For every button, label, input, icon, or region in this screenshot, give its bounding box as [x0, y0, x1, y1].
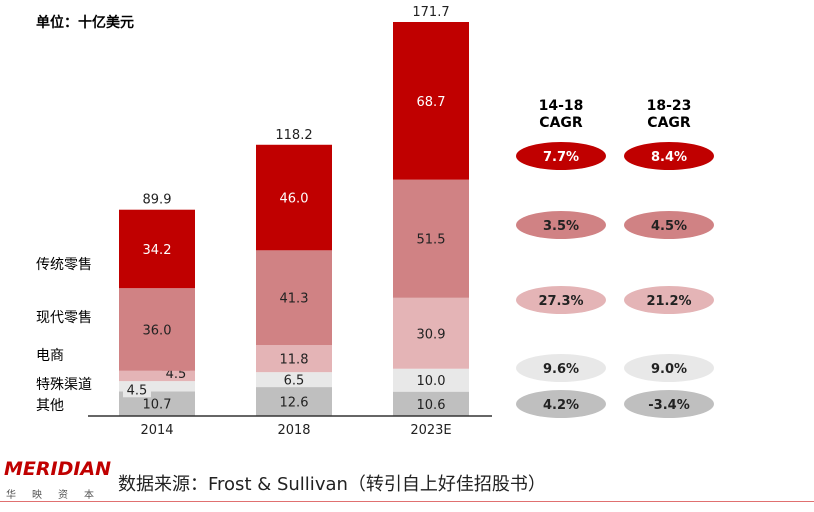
legend-label-other: 其他: [36, 398, 64, 414]
total-label: 171.7: [412, 5, 449, 20]
cagr-value: 3.5%: [543, 219, 579, 234]
cagr-ellipse: [624, 286, 714, 314]
x-tick-label: 2023E: [410, 423, 451, 438]
source-note: 数据来源：Frost & Sullivan（转引自上好佳招股书）: [118, 474, 546, 495]
bottom-divider: [0, 501, 814, 502]
cagr-value: 9.0%: [651, 362, 687, 377]
unit-label: 单位：十亿美元: [36, 15, 134, 31]
cagr-header-line: 14-18: [538, 98, 584, 114]
data-label: 10.0: [417, 374, 446, 389]
x-tick-label: 2014: [140, 423, 173, 438]
meridian-logo: MERIDIAN: [4, 458, 112, 480]
data-label: 46.0: [280, 192, 309, 207]
cagr-header-line: CAGR: [647, 115, 691, 131]
data-label: 41.3: [280, 292, 309, 307]
x-tick-label: 2018: [277, 423, 310, 438]
cagr-ellipse: [516, 142, 606, 170]
cagr-value: 8.4%: [651, 150, 687, 165]
cagr-value: 9.6%: [543, 362, 579, 377]
cagr-ellipse: [516, 286, 606, 314]
data-label: 6.5: [284, 374, 305, 389]
bar-segment: [119, 209, 195, 289]
cagr-value: 7.7%: [543, 150, 579, 165]
total-label: 89.9: [143, 193, 172, 208]
cagr-header-line: CAGR: [539, 115, 583, 131]
data-label: 10.6: [417, 398, 446, 413]
cagr-ellipse: [624, 354, 714, 382]
bar-segment: [393, 22, 469, 180]
label-bg: [123, 381, 151, 398]
cagr-ellipse: [624, 390, 714, 418]
bar-segment: [256, 345, 332, 373]
data-label: 4.5: [127, 383, 148, 398]
total-label: 118.2: [275, 128, 312, 143]
data-label: 34.2: [143, 243, 172, 258]
data-label: 30.9: [417, 327, 446, 342]
cagr-header-line: 18-23: [646, 98, 692, 114]
cagr-value: 21.2%: [646, 294, 691, 309]
logo-subtitle: 华映资本: [6, 490, 110, 501]
data-label: 10.7: [143, 398, 172, 413]
bar-segment: [393, 179, 469, 298]
bar-segment: [119, 288, 195, 371]
legend-label-traditional: 传统零售: [36, 257, 92, 273]
data-label: 51.5: [417, 233, 446, 248]
bar-segment: [393, 391, 469, 416]
cagr-value: -3.4%: [648, 398, 689, 413]
data-label: 36.0: [143, 323, 172, 338]
bar-segment: [393, 297, 469, 369]
cagr-value: 27.3%: [538, 294, 583, 309]
cagr-ellipse: [516, 354, 606, 382]
bar-segment: [393, 368, 469, 392]
bar-segment: [256, 372, 332, 388]
cagr-ellipse: [624, 142, 714, 170]
bar-segment: [256, 144, 332, 251]
legend-label-special: 特殊渠道: [36, 377, 92, 393]
bar-segment: [119, 381, 195, 392]
cagr-value: 4.2%: [543, 398, 579, 413]
cagr-ellipse: [516, 390, 606, 418]
bar-segment: [256, 250, 332, 346]
legend-label-ecommerce: 电商: [36, 348, 64, 364]
data-label: 11.8: [280, 353, 309, 368]
cagr-value: 4.5%: [651, 219, 687, 234]
cagr-header-18-23: 18-23 CAGR: [624, 98, 714, 132]
cagr-ellipse: [624, 211, 714, 239]
legend-label-modern: 现代零售: [36, 310, 92, 326]
bar-segment: [119, 370, 195, 382]
bar-segment: [256, 387, 332, 416]
cagr-ellipse: [516, 211, 606, 239]
data-label: 68.7: [417, 95, 446, 110]
data-label: 12.6: [280, 396, 309, 411]
cagr-header-14-18: 14-18 CAGR: [516, 98, 606, 132]
